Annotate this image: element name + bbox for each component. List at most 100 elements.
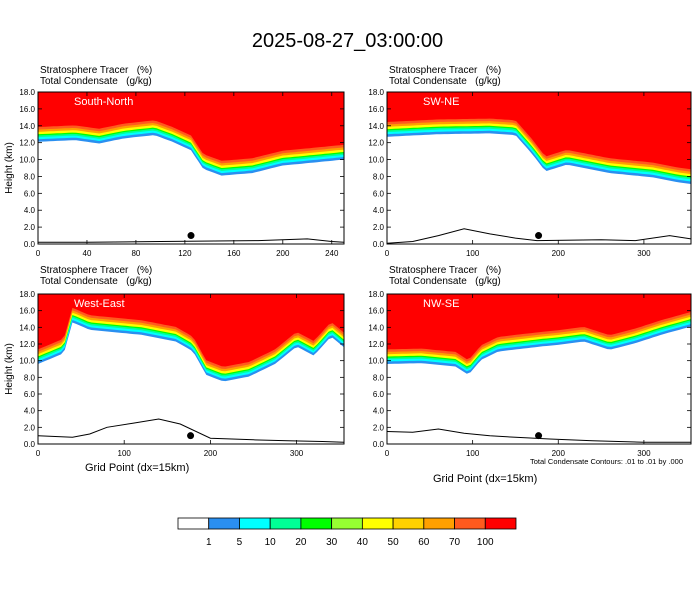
panel-title-sn: Stratosphere Tracer (%) Total Condensate … <box>40 65 152 87</box>
y-tick-label: 2.0 <box>373 423 385 432</box>
x-tick-label: 120 <box>178 249 192 258</box>
panel-title-line: Total Condensate (g/kg) <box>40 76 152 87</box>
x-tick-label: 40 <box>83 249 92 258</box>
x-tick-label: 0 <box>36 449 41 458</box>
colorbar-swatch <box>239 517 271 530</box>
y-tick-label: 2.0 <box>24 423 36 432</box>
colorbar-swatch <box>269 517 302 530</box>
y-tick-label: 4.0 <box>373 206 385 215</box>
y-tick-label: 18.0 <box>19 88 35 97</box>
y-tick-label: 8.0 <box>24 373 36 382</box>
colorbar-swatch <box>454 517 486 530</box>
y-tick-label: 0.0 <box>24 240 36 249</box>
x-tick-label: 200 <box>276 249 290 258</box>
x-tick-label: 100 <box>466 449 480 458</box>
panel-title-line: Stratosphere Tracer (%) <box>389 265 502 276</box>
x-tick-label: 300 <box>637 249 651 258</box>
y-tick-label: 16.0 <box>19 307 35 316</box>
colorbar-swatch <box>177 517 210 530</box>
panel-frame <box>386 293 692 445</box>
tracer-band <box>38 92 344 161</box>
x-axis-label-left: Grid Point (dx=15km) <box>85 462 190 474</box>
x-tick-label: 100 <box>466 249 480 258</box>
y-axis-label: Height (km) <box>4 142 15 194</box>
x-tick-label: 100 <box>118 449 132 458</box>
y-tick-label: 16.0 <box>368 307 384 316</box>
panel-title-nwse: Stratosphere Tracer (%) Total Condensate … <box>389 265 501 287</box>
terrain-line <box>38 418 344 443</box>
panel-title-line: Stratosphere Tracer (%) <box>40 265 153 276</box>
colorbar-swatch <box>361 517 394 530</box>
y-tick-label: 6.0 <box>24 189 36 198</box>
center-marker <box>187 432 195 440</box>
panel-label: NW-SE <box>423 298 459 310</box>
y-tick-label: 12.0 <box>19 340 35 349</box>
y-tick-label: 12.0 <box>19 139 35 148</box>
y-tick-label: 0.0 <box>373 440 385 449</box>
colorbar-label: 5 <box>237 537 243 548</box>
panel-title-we: Stratosphere Tracer (%) Total Condensate … <box>40 265 152 287</box>
y-tick-label: 2.0 <box>24 223 36 232</box>
colorbar-label: 100 <box>477 537 494 548</box>
panel-title-line: Stratosphere Tracer (%) <box>389 65 502 76</box>
figure-title: 2025-08-27_03:00:00 <box>251 30 444 52</box>
x-tick-label: 200 <box>552 449 566 458</box>
y-tick-label: 4.0 <box>24 206 36 215</box>
panel-label: South-North <box>74 96 133 108</box>
contour-note: Total Condensate Contours: .01 to .01 by… <box>530 457 684 466</box>
y-tick-label: 10.0 <box>19 357 35 366</box>
y-tick-label: 12.0 <box>368 340 384 349</box>
y-tick-label: 8.0 <box>373 373 385 382</box>
panel-title-swne: Stratosphere Tracer (%) Total Condensate … <box>389 65 501 87</box>
x-axis-label-right: Grid Point (dx=15km) <box>433 473 538 485</box>
y-tick-label: 14.0 <box>19 323 35 332</box>
x-tick-label: 80 <box>131 249 140 258</box>
y-tick-label: 16.0 <box>19 105 35 114</box>
colorbar: 1 5 10 20 30 40 50 60 70 100 <box>177 517 517 548</box>
panel-label: West-East <box>74 298 125 310</box>
y-tick-label: 18.0 <box>368 88 384 97</box>
colorbar-label: 60 <box>418 537 430 548</box>
colorbar-label: 30 <box>326 537 338 548</box>
colorbar-label: 10 <box>265 537 277 548</box>
panel-frame <box>37 91 345 245</box>
y-tick-label: 12.0 <box>368 139 384 148</box>
colorbar-swatch <box>484 517 517 530</box>
y-tick-label: 18.0 <box>368 290 384 299</box>
panel-1: 0.0 2.0 4.0 6.0 8.0 10.0 12.0 14.0 16.0 18.0 0 100 2… <box>368 88 692 258</box>
colorbar-label: 50 <box>388 537 400 548</box>
y-tick-label: 10.0 <box>368 156 384 165</box>
panel-label: SW-NE <box>423 96 459 108</box>
colorbar-swatch <box>331 517 363 530</box>
colorbar-swatch <box>300 517 333 530</box>
y-tick-label: 0.0 <box>24 440 36 449</box>
tracer-band <box>387 92 691 170</box>
y-tick-label: 8.0 <box>24 172 36 181</box>
x-tick-label: 0 <box>385 449 390 458</box>
panel-title-line: Total Condensate (g/kg) <box>40 276 152 287</box>
y-tick-label: 6.0 <box>373 189 385 198</box>
tracer-band <box>387 294 691 360</box>
panel-fill <box>387 92 691 244</box>
center-marker <box>535 432 543 440</box>
x-tick-label: 200 <box>552 249 566 258</box>
x-tick-label: 200 <box>204 449 218 458</box>
panel-3: 0.0 2.0 4.0 6.0 8.0 10.0 12.0 14.0 16.0 18.0 0 100 2… <box>368 290 692 458</box>
panel-fill <box>38 294 344 444</box>
colorbar-swatch <box>392 517 425 530</box>
y-tick-label: 14.0 <box>368 122 384 131</box>
x-tick-label: 0 <box>385 249 390 258</box>
y-tick-label: 4.0 <box>24 407 36 416</box>
y-tick-label: 6.0 <box>24 390 36 399</box>
x-tick-label: 240 <box>325 249 339 258</box>
colorbar-swatch <box>208 517 240 530</box>
y-tick-label: 4.0 <box>373 407 385 416</box>
panel-frame <box>386 91 692 245</box>
y-tick-label: 2.0 <box>373 223 385 232</box>
tracer-band <box>38 294 344 367</box>
panel-fill <box>387 294 691 444</box>
y-tick-label: 8.0 <box>373 172 385 181</box>
x-tick-label: 300 <box>637 449 651 458</box>
